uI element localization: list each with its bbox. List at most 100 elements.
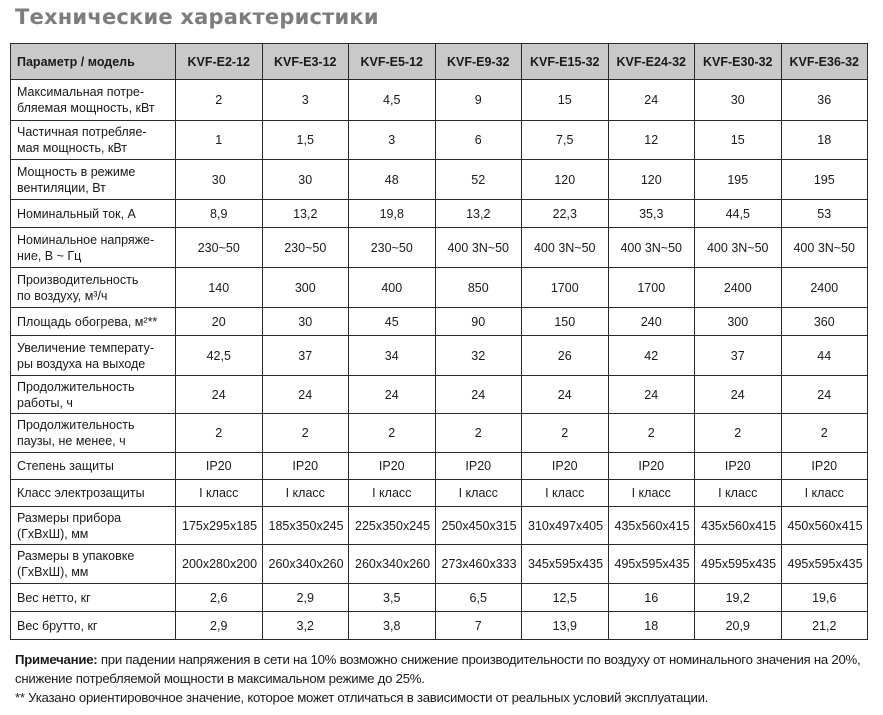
- value-cell: 230~50: [175, 227, 263, 268]
- value-cell: 2: [175, 79, 263, 121]
- value-cell: 19,2: [694, 583, 782, 612]
- value-cell: 3,8: [348, 611, 436, 640]
- value-cell: 8,9: [175, 199, 263, 228]
- value-cell: 7: [434, 611, 522, 640]
- value-cell: 400 3N~50: [434, 227, 522, 268]
- param-label: Продолжительность паузы, не менее, ч: [10, 413, 176, 453]
- param-label: Производительность по воздуху, м³/ч: [10, 267, 176, 308]
- value-cell: 450x560x415: [780, 506, 868, 545]
- value-cell: 44,5: [694, 199, 782, 228]
- value-cell: 300: [694, 307, 782, 336]
- header-param: Параметр / модель: [10, 43, 176, 80]
- header-model: KVF-E2-12: [175, 43, 263, 80]
- header-model: KVF-E5-12: [348, 43, 436, 80]
- value-cell: 24: [694, 375, 782, 414]
- value-cell: 2,9: [261, 583, 349, 612]
- value-cell: 195: [694, 159, 782, 200]
- table-row: Номинальное напряже- ние, В ~ Гц 230~50 23…: [10, 227, 868, 268]
- value-cell: 24: [261, 375, 349, 414]
- value-cell: I класс: [348, 479, 436, 507]
- value-cell: 52: [434, 159, 522, 200]
- value-cell: 30: [694, 79, 782, 121]
- value-cell: 19,8: [348, 199, 436, 228]
- note-main: Примечание: при падении напряжения в сет…: [15, 650, 883, 688]
- value-cell: IP20: [694, 452, 782, 480]
- page-title: Технические характеристики: [15, 5, 379, 29]
- value-cell: 360: [780, 307, 868, 336]
- value-cell: 2: [261, 413, 349, 453]
- value-cell: IP20: [521, 452, 609, 480]
- header-model: KVF-E24-32: [607, 43, 695, 80]
- value-cell: 2400: [694, 267, 782, 308]
- value-cell: 2: [780, 413, 868, 453]
- value-cell: 32: [434, 335, 522, 376]
- value-cell: 200x280x200: [175, 544, 263, 584]
- table-row: Продолжительность работы, ч 24 24 24 24 24 24 2…: [10, 375, 868, 414]
- param-label: Класс электрозащиты: [10, 479, 176, 507]
- value-cell: I класс: [261, 479, 349, 507]
- note: Примечание: при падении напряжения в сет…: [15, 650, 883, 707]
- param-label: Максимальная потре- бляемая мощность, кВ…: [10, 79, 176, 121]
- value-cell: 34: [348, 335, 436, 376]
- param-label: Увеличение температу- ры воздуха на выхо…: [10, 335, 176, 376]
- header-model: KVF-E30-32: [694, 43, 782, 80]
- value-cell: 37: [694, 335, 782, 376]
- value-cell: 230~50: [261, 227, 349, 268]
- value-cell: 18: [607, 611, 695, 640]
- value-cell: 24: [607, 375, 695, 414]
- value-cell: 13,2: [434, 199, 522, 228]
- param-label: Площадь обогрева, м²**: [10, 307, 176, 336]
- value-cell: 45: [348, 307, 436, 336]
- value-cell: 495x595x435: [694, 544, 782, 584]
- value-cell: 4,5: [348, 79, 436, 121]
- value-cell: 30: [261, 159, 349, 200]
- value-cell: 3: [261, 79, 349, 121]
- value-cell: 150: [521, 307, 609, 336]
- value-cell: 6,5: [434, 583, 522, 612]
- value-cell: 24: [175, 375, 263, 414]
- param-label: Вес нетто, кг: [10, 583, 176, 612]
- value-cell: 42: [607, 335, 695, 376]
- value-cell: 1: [175, 120, 263, 160]
- value-cell: 35,3: [607, 199, 695, 228]
- table-row: Вес брутто, кг 2,9 3,2 3,8 7 13,9 18 20,9 21,2: [10, 611, 868, 640]
- value-cell: I класс: [521, 479, 609, 507]
- value-cell: 37: [261, 335, 349, 376]
- value-cell: 13,2: [261, 199, 349, 228]
- value-cell: 240: [607, 307, 695, 336]
- value-cell: 400 3N~50: [694, 227, 782, 268]
- value-cell: 26: [521, 335, 609, 376]
- value-cell: 400: [348, 267, 436, 308]
- value-cell: 1,5: [261, 120, 349, 160]
- value-cell: 2: [521, 413, 609, 453]
- table-row: Класс электрозащиты I класс I класс I класс…: [10, 479, 868, 507]
- value-cell: 3,5: [348, 583, 436, 612]
- value-cell: 2: [434, 413, 522, 453]
- value-cell: 260x340x260: [348, 544, 436, 584]
- value-cell: I класс: [607, 479, 695, 507]
- header-model: KVF-E3-12: [261, 43, 349, 80]
- value-cell: I класс: [780, 479, 868, 507]
- value-cell: 140: [175, 267, 263, 308]
- value-cell: IP20: [434, 452, 522, 480]
- table-row: Частичная потребляе- мая мощность, кВт 1 1…: [10, 120, 868, 160]
- value-cell: 24: [521, 375, 609, 414]
- value-cell: 16: [607, 583, 695, 612]
- value-cell: 18: [780, 120, 868, 160]
- value-cell: 345x595x435: [521, 544, 609, 584]
- value-cell: 9: [434, 79, 522, 121]
- value-cell: 2: [694, 413, 782, 453]
- table-row: Номинальный ток, А 8,9 13,2 19,8 13,2 22,3 35,…: [10, 199, 868, 228]
- value-cell: 2: [175, 413, 263, 453]
- value-cell: IP20: [348, 452, 436, 480]
- param-label: Частичная потребляе- мая мощность, кВт: [10, 120, 176, 160]
- value-cell: 175x295x185: [175, 506, 263, 545]
- value-cell: 250x450x315: [434, 506, 522, 545]
- value-cell: 495x595x435: [607, 544, 695, 584]
- value-cell: 90: [434, 307, 522, 336]
- note-footnote: ** Указано ориентировочное значение, кот…: [15, 690, 709, 705]
- value-cell: 42,5: [175, 335, 263, 376]
- table-header-row: Параметр / модель KVF-E2-12 KVF-E3-12 KVF-…: [10, 43, 868, 80]
- value-cell: IP20: [607, 452, 695, 480]
- value-cell: 15: [694, 120, 782, 160]
